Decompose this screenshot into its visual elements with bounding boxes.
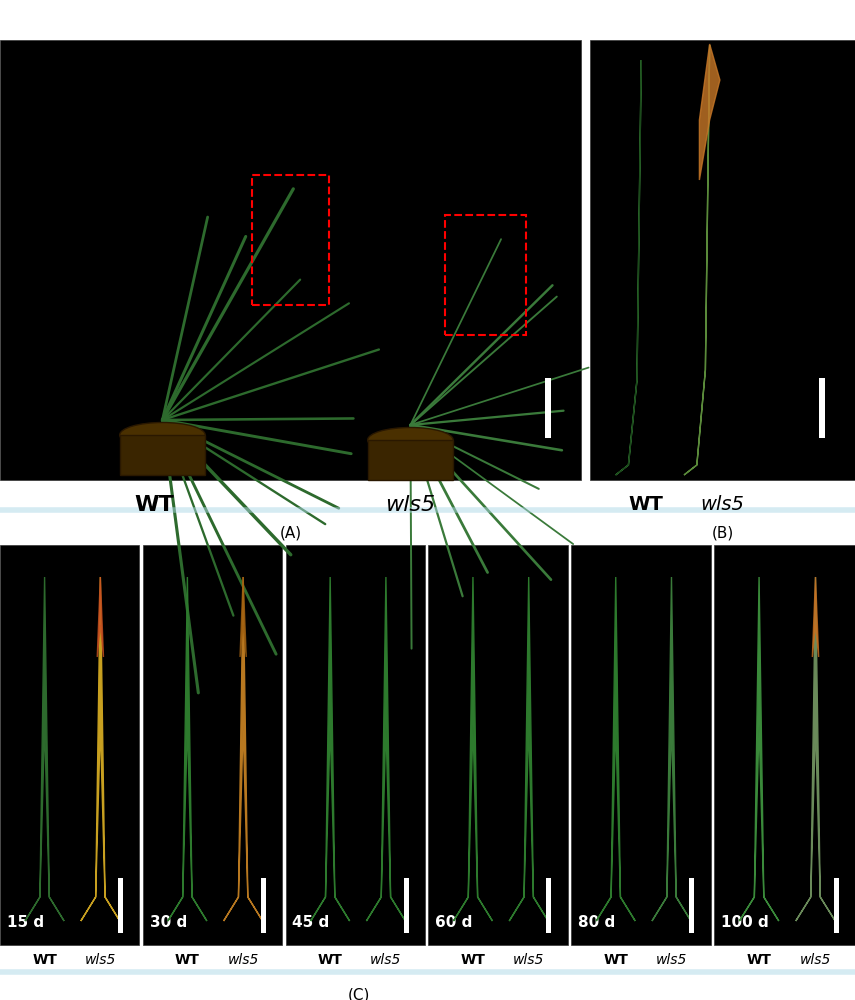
Text: (A): (A) xyxy=(280,525,302,540)
Polygon shape xyxy=(224,577,262,921)
Polygon shape xyxy=(453,577,492,921)
Text: WT: WT xyxy=(318,953,343,967)
Polygon shape xyxy=(367,577,405,921)
Text: wls5: wls5 xyxy=(656,953,687,967)
Text: 45 d: 45 d xyxy=(292,915,330,930)
Polygon shape xyxy=(699,44,720,180)
Text: 30 d: 30 d xyxy=(150,915,187,930)
Bar xyxy=(252,175,329,305)
Polygon shape xyxy=(97,577,103,657)
Text: 15 d: 15 d xyxy=(7,915,44,930)
Ellipse shape xyxy=(368,428,453,452)
Text: wls5: wls5 xyxy=(799,953,831,967)
Polygon shape xyxy=(596,577,635,921)
Bar xyxy=(286,545,425,945)
Text: wls5: wls5 xyxy=(85,953,116,967)
Polygon shape xyxy=(796,577,835,921)
Polygon shape xyxy=(812,577,818,657)
Bar xyxy=(571,545,711,945)
Bar xyxy=(404,878,409,933)
Bar xyxy=(428,545,568,945)
Bar xyxy=(368,440,453,480)
Text: wls5: wls5 xyxy=(370,953,402,967)
Text: wls5: wls5 xyxy=(700,495,745,514)
Polygon shape xyxy=(81,577,120,921)
Polygon shape xyxy=(240,577,246,657)
Text: 80 d: 80 d xyxy=(578,915,616,930)
Polygon shape xyxy=(168,577,207,921)
Text: 60 d: 60 d xyxy=(435,915,473,930)
Text: WT: WT xyxy=(134,495,174,515)
Bar xyxy=(261,878,266,933)
Bar xyxy=(120,435,205,475)
Text: 100 d: 100 d xyxy=(721,915,769,930)
Text: WT: WT xyxy=(461,953,486,967)
Bar xyxy=(714,545,855,945)
Polygon shape xyxy=(684,45,710,475)
Text: WT: WT xyxy=(604,953,628,967)
Bar xyxy=(689,878,694,933)
Text: WT: WT xyxy=(175,953,200,967)
Polygon shape xyxy=(740,577,779,921)
Polygon shape xyxy=(652,577,691,921)
Bar xyxy=(545,378,551,438)
Bar xyxy=(819,378,825,438)
Bar xyxy=(546,878,551,933)
Polygon shape xyxy=(310,577,350,921)
Text: WT: WT xyxy=(32,953,57,967)
Polygon shape xyxy=(25,577,64,921)
Ellipse shape xyxy=(120,422,205,448)
Text: wls5: wls5 xyxy=(386,495,435,515)
Bar xyxy=(0,545,139,945)
Text: wls5: wls5 xyxy=(227,953,259,967)
Bar xyxy=(445,215,526,335)
Polygon shape xyxy=(510,577,548,921)
Text: (C): (C) xyxy=(348,988,370,1000)
Text: (B): (B) xyxy=(711,525,734,540)
Bar xyxy=(834,878,839,933)
Bar xyxy=(0,40,581,480)
Polygon shape xyxy=(616,60,641,475)
Text: WT: WT xyxy=(746,953,771,967)
Bar xyxy=(590,40,855,480)
Bar xyxy=(143,545,282,945)
Text: wls5: wls5 xyxy=(513,953,545,967)
Text: WT: WT xyxy=(628,495,663,514)
Bar xyxy=(118,878,123,933)
